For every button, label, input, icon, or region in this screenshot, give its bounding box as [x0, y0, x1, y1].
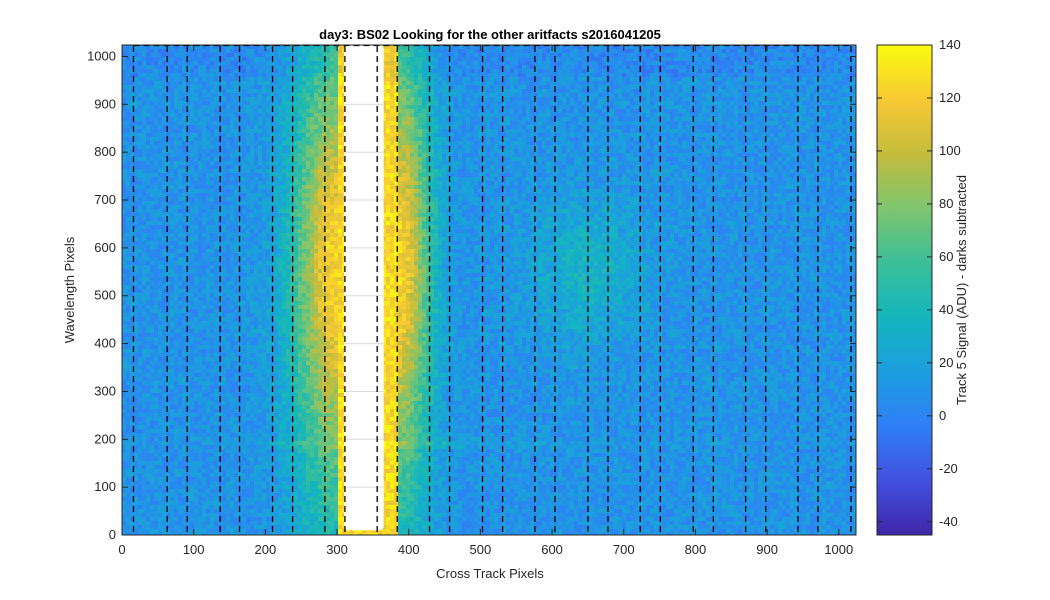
y-tick-label: 700 [94, 192, 116, 207]
colorbar-tick-label: 60 [939, 249, 953, 264]
x-tick-label: 900 [756, 542, 778, 557]
x-tick-label: 600 [541, 542, 563, 557]
y-tick-label: 200 [94, 431, 116, 446]
colorbar-tick-label: 120 [939, 90, 961, 105]
colorbar-gradient [876, 44, 933, 536]
x-axis: 0 100 200 300 400 500 600 700 800 900 1000 [118, 45, 853, 557]
colorbar-tick-label: 100 [939, 143, 961, 158]
segment-boundaries [132, 44, 852, 535]
y-tick-label: 300 [94, 383, 116, 398]
x-tick-label: 0 [118, 542, 125, 557]
y-tick-label: 100 [94, 479, 116, 494]
y-tick-label: 0 [109, 527, 116, 542]
x-tick-label: 500 [470, 542, 492, 557]
colorbar-tick-label: 40 [939, 302, 953, 317]
x-tick-label: 400 [398, 542, 420, 557]
plot-frame [121, 44, 857, 536]
x-tick-label: 300 [326, 542, 348, 557]
x-tick-label: 100 [183, 542, 205, 557]
y-axis: 0 100 200 300 400 500 600 700 800 900 1000 [87, 48, 856, 542]
plot-area [121, 44, 857, 536]
y-tick-label: 400 [94, 336, 116, 351]
colorbar-tick-label: 80 [939, 196, 953, 211]
colorbar-label: Track 5 Signal (ADU) - darks subtracted [954, 175, 969, 405]
colorbar-tick-label: 140 [939, 37, 961, 52]
y-tick-label: 500 [94, 288, 116, 303]
colorbar-tick-label: -20 [939, 461, 958, 476]
chart-title: day3: BS02 Looking for the other aritfac… [319, 27, 661, 42]
y-axis-label: Wavelength Pixels [62, 236, 77, 343]
colorbar-tick-label: 0 [939, 408, 946, 423]
saturated-region [344, 45, 384, 531]
x-tick-label: 200 [255, 542, 277, 557]
y-tick-label: 1000 [87, 48, 116, 63]
x-tick-label: 1000 [824, 542, 853, 557]
heatmap-image [122, 45, 856, 535]
x-tick-label: 700 [613, 542, 635, 557]
colorbar-tick-label: -40 [939, 514, 958, 529]
colorbar: -40 -20 0 20 40 60 80 100 120 140 [876, 37, 961, 536]
x-tick-label: 800 [685, 542, 707, 557]
colorbar-ticks: -40 -20 0 20 40 60 80 100 120 140 [877, 37, 961, 529]
y-tick-label: 600 [94, 240, 116, 255]
y-tick-label: 900 [94, 96, 116, 111]
x-axis-label: Cross Track Pixels [436, 566, 544, 581]
colorbar-tick-label: 20 [939, 355, 953, 370]
y-tick-label: 800 [94, 144, 116, 159]
